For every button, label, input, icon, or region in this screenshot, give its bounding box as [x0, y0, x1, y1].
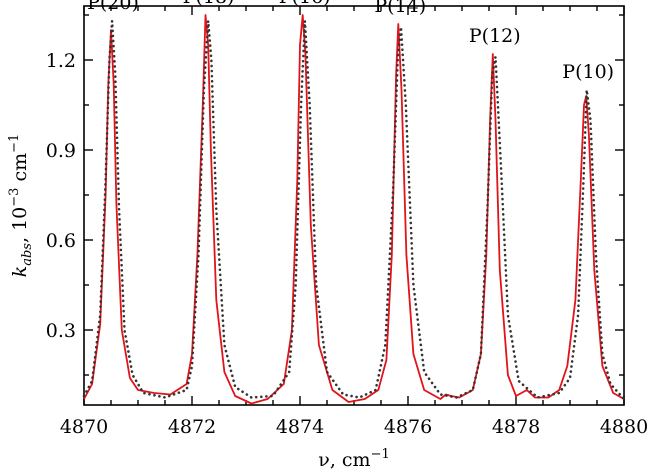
y-tick-label: 0.3 [46, 320, 76, 342]
peak-label: P(18) [183, 0, 235, 8]
x-tick-label: 4876 [384, 416, 432, 438]
x-tick-label: 4872 [168, 416, 216, 438]
y-tick-label: 0.9 [46, 140, 76, 162]
x-axis-title: ν, cm−1 [318, 447, 389, 471]
x-tick-label: 4874 [276, 416, 324, 438]
x-tick-label: 4880 [600, 416, 648, 438]
peak-label: P(14) [374, 0, 426, 17]
series-layer [82, 14, 626, 405]
measured-series-line [83, 14, 625, 405]
peak-labels: P(20) P(18) P(16) P(14) P(12) P(10) [87, 0, 614, 83]
y-tick-label: 0.6 [46, 230, 76, 252]
x-axis: 4870 4872 4874 4876 4878 4880 [60, 6, 648, 438]
y-axis-title: kabs, 10−3 cm−1 [7, 134, 35, 278]
x-tick-label: 4870 [60, 416, 108, 438]
model-series-line [82, 19, 626, 401]
plot-border [83, 5, 625, 406]
y-axis: 0.3 0.6 0.9 1.2 [46, 14, 624, 376]
peak-label: P(20) [87, 0, 139, 14]
y-tick-label: 1.2 [46, 50, 76, 72]
x-tick-label: 4878 [492, 416, 540, 438]
peak-label: P(16) [279, 0, 331, 8]
peak-label: P(10) [562, 61, 614, 83]
plot-frame [83, 5, 625, 406]
peak-label: P(12) [469, 25, 521, 47]
